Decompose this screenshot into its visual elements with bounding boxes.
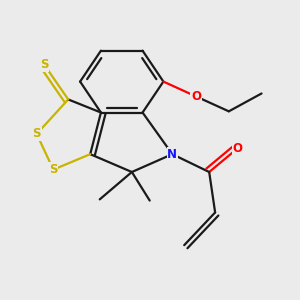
Text: O: O bbox=[191, 90, 201, 103]
Text: S: S bbox=[49, 163, 58, 176]
Text: S: S bbox=[40, 58, 49, 71]
Text: O: O bbox=[233, 142, 243, 155]
Text: S: S bbox=[32, 128, 41, 140]
Text: N: N bbox=[167, 148, 177, 161]
